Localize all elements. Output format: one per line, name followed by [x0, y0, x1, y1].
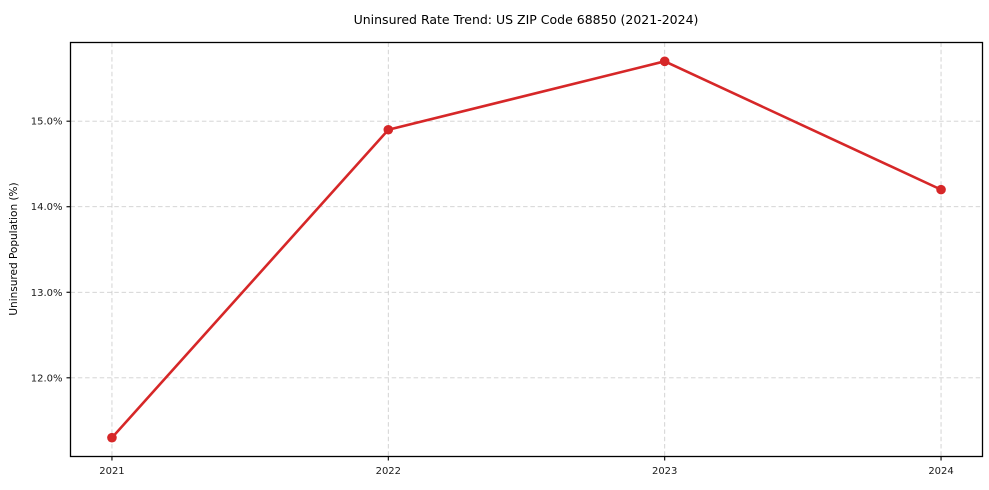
data-point-marker [659, 56, 670, 67]
trend-line [110, 60, 943, 439]
y-tick-label: 13.0% [31, 288, 63, 299]
plot-border [69, 41, 984, 458]
chart-title: Uninsured Rate Trend: US ZIP Code 68850 … [353, 12, 699, 27]
y-tick-label: 15.0% [31, 117, 63, 128]
data-point-marker [936, 184, 946, 195]
x-tick-label: 2024 [928, 466, 953, 477]
y-tick-label: 12.0% [31, 373, 63, 384]
x-tick-label: 2021 [99, 466, 124, 477]
x-tick-label: 2022 [376, 466, 401, 477]
data-point-marker [383, 124, 394, 135]
x-tick-label: 2023 [652, 466, 677, 477]
y-tick-label: 14.0% [31, 202, 63, 213]
data-point-marker [107, 432, 117, 443]
